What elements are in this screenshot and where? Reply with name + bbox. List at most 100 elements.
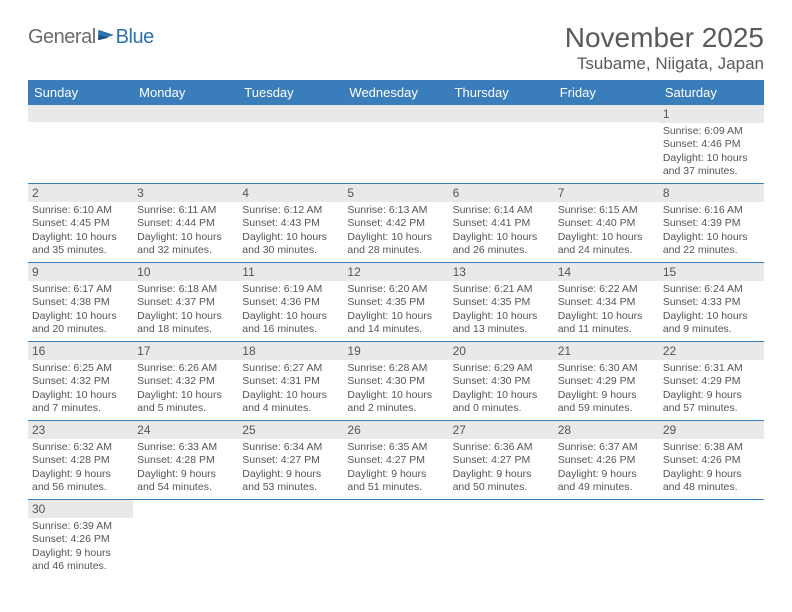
day-header: Friday: [554, 80, 659, 105]
logo: General Blue: [28, 26, 154, 49]
calendar-week-row: 30Sunrise: 6:39 AMSunset: 4:26 PMDayligh…: [28, 500, 764, 579]
day-number: 9: [28, 263, 133, 281]
day-details: Sunrise: 6:12 AMSunset: 4:43 PMDaylight:…: [238, 202, 343, 262]
day-number: 14: [554, 263, 659, 281]
day-details: Sunrise: 6:13 AMSunset: 4:42 PMDaylight:…: [343, 202, 448, 262]
day-details: Sunrise: 6:36 AMSunset: 4:27 PMDaylight:…: [449, 439, 554, 499]
calendar-cell: [659, 500, 764, 579]
calendar-cell: 2Sunrise: 6:10 AMSunset: 4:45 PMDaylight…: [28, 184, 133, 263]
daylight-text: Daylight: 10 hours and 22 minutes.: [663, 231, 760, 258]
sunrise-text: Sunrise: 6:36 AM: [453, 441, 550, 454]
sunset-text: Sunset: 4:28 PM: [137, 454, 234, 467]
empty-daynum: [238, 105, 343, 122]
day-number: 28: [554, 421, 659, 439]
calendar-cell: 23Sunrise: 6:32 AMSunset: 4:28 PMDayligh…: [28, 421, 133, 500]
daylight-text: Daylight: 9 hours and 49 minutes.: [558, 468, 655, 495]
sunset-text: Sunset: 4:32 PM: [32, 375, 129, 388]
sunset-text: Sunset: 4:32 PM: [137, 375, 234, 388]
day-details: Sunrise: 6:11 AMSunset: 4:44 PMDaylight:…: [133, 202, 238, 262]
day-number: 16: [28, 342, 133, 360]
day-details: Sunrise: 6:27 AMSunset: 4:31 PMDaylight:…: [238, 360, 343, 420]
calendar-header-row: Sunday Monday Tuesday Wednesday Thursday…: [28, 80, 764, 105]
day-number: 19: [343, 342, 448, 360]
daylight-text: Daylight: 9 hours and 50 minutes.: [453, 468, 550, 495]
day-header: Tuesday: [238, 80, 343, 105]
calendar-cell: 21Sunrise: 6:30 AMSunset: 4:29 PMDayligh…: [554, 342, 659, 421]
day-header: Monday: [133, 80, 238, 105]
calendar-cell: [238, 500, 343, 579]
calendar-week-row: 9Sunrise: 6:17 AMSunset: 4:38 PMDaylight…: [28, 263, 764, 342]
calendar-cell: 18Sunrise: 6:27 AMSunset: 4:31 PMDayligh…: [238, 342, 343, 421]
day-details: Sunrise: 6:35 AMSunset: 4:27 PMDaylight:…: [343, 439, 448, 499]
sunset-text: Sunset: 4:31 PM: [242, 375, 339, 388]
day-details: Sunrise: 6:21 AMSunset: 4:35 PMDaylight:…: [449, 281, 554, 341]
day-details: Sunrise: 6:22 AMSunset: 4:34 PMDaylight:…: [554, 281, 659, 341]
calendar-cell: [343, 500, 448, 579]
calendar-cell: 17Sunrise: 6:26 AMSunset: 4:32 PMDayligh…: [133, 342, 238, 421]
empty-daynum: [343, 105, 448, 122]
sunset-text: Sunset: 4:36 PM: [242, 296, 339, 309]
sunrise-text: Sunrise: 6:09 AM: [663, 125, 760, 138]
day-details: Sunrise: 6:16 AMSunset: 4:39 PMDaylight:…: [659, 202, 764, 262]
daylight-text: Daylight: 10 hours and 14 minutes.: [347, 310, 444, 337]
calendar-cell: 1Sunrise: 6:09 AMSunset: 4:46 PMDaylight…: [659, 105, 764, 184]
calendar-cell: 8Sunrise: 6:16 AMSunset: 4:39 PMDaylight…: [659, 184, 764, 263]
sunset-text: Sunset: 4:41 PM: [453, 217, 550, 230]
daylight-text: Daylight: 10 hours and 9 minutes.: [663, 310, 760, 337]
daylight-text: Daylight: 10 hours and 30 minutes.: [242, 231, 339, 258]
sunrise-text: Sunrise: 6:19 AM: [242, 283, 339, 296]
daylight-text: Daylight: 10 hours and 35 minutes.: [32, 231, 129, 258]
sunset-text: Sunset: 4:33 PM: [663, 296, 760, 309]
day-number: 11: [238, 263, 343, 281]
day-number: 18: [238, 342, 343, 360]
sunset-text: Sunset: 4:30 PM: [453, 375, 550, 388]
daylight-text: Daylight: 9 hours and 54 minutes.: [137, 468, 234, 495]
logo-text-blue: Blue: [116, 26, 154, 49]
calendar-cell: [238, 105, 343, 184]
day-number: 15: [659, 263, 764, 281]
day-details: Sunrise: 6:29 AMSunset: 4:30 PMDaylight:…: [449, 360, 554, 420]
empty-daynum: [554, 105, 659, 122]
calendar-table: Sunday Monday Tuesday Wednesday Thursday…: [28, 80, 764, 578]
day-header: Saturday: [659, 80, 764, 105]
sunset-text: Sunset: 4:27 PM: [453, 454, 550, 467]
calendar-cell: 4Sunrise: 6:12 AMSunset: 4:43 PMDaylight…: [238, 184, 343, 263]
daylight-text: Daylight: 10 hours and 13 minutes.: [453, 310, 550, 337]
calendar-cell: 19Sunrise: 6:28 AMSunset: 4:30 PMDayligh…: [343, 342, 448, 421]
sunrise-text: Sunrise: 6:38 AM: [663, 441, 760, 454]
sunrise-text: Sunrise: 6:14 AM: [453, 204, 550, 217]
day-details: Sunrise: 6:38 AMSunset: 4:26 PMDaylight:…: [659, 439, 764, 499]
calendar-cell: 12Sunrise: 6:20 AMSunset: 4:35 PMDayligh…: [343, 263, 448, 342]
sunset-text: Sunset: 4:39 PM: [663, 217, 760, 230]
day-number: 2: [28, 184, 133, 202]
daylight-text: Daylight: 10 hours and 37 minutes.: [663, 152, 760, 179]
daylight-text: Daylight: 10 hours and 11 minutes.: [558, 310, 655, 337]
sunrise-text: Sunrise: 6:12 AM: [242, 204, 339, 217]
calendar-cell: 9Sunrise: 6:17 AMSunset: 4:38 PMDaylight…: [28, 263, 133, 342]
day-details: Sunrise: 6:17 AMSunset: 4:38 PMDaylight:…: [28, 281, 133, 341]
sunrise-text: Sunrise: 6:15 AM: [558, 204, 655, 217]
calendar-page: General Blue November 2025 Tsubame, Niig…: [0, 0, 792, 588]
calendar-cell: 25Sunrise: 6:34 AMSunset: 4:27 PMDayligh…: [238, 421, 343, 500]
day-number: 30: [28, 500, 133, 518]
day-number: 29: [659, 421, 764, 439]
daylight-text: Daylight: 10 hours and 18 minutes.: [137, 310, 234, 337]
calendar-cell: 30Sunrise: 6:39 AMSunset: 4:26 PMDayligh…: [28, 500, 133, 579]
day-number: 26: [343, 421, 448, 439]
sunrise-text: Sunrise: 6:16 AM: [663, 204, 760, 217]
daylight-text: Daylight: 10 hours and 26 minutes.: [453, 231, 550, 258]
sunrise-text: Sunrise: 6:11 AM: [137, 204, 234, 217]
calendar-cell: [449, 105, 554, 184]
day-details: Sunrise: 6:26 AMSunset: 4:32 PMDaylight:…: [133, 360, 238, 420]
calendar-body: 1Sunrise: 6:09 AMSunset: 4:46 PMDaylight…: [28, 105, 764, 578]
sunset-text: Sunset: 4:42 PM: [347, 217, 444, 230]
day-number: 20: [449, 342, 554, 360]
calendar-cell: [343, 105, 448, 184]
sunrise-text: Sunrise: 6:17 AM: [32, 283, 129, 296]
sunset-text: Sunset: 4:44 PM: [137, 217, 234, 230]
day-details: Sunrise: 6:39 AMSunset: 4:26 PMDaylight:…: [28, 518, 133, 578]
sunset-text: Sunset: 4:29 PM: [558, 375, 655, 388]
sunset-text: Sunset: 4:35 PM: [347, 296, 444, 309]
calendar-cell: [554, 500, 659, 579]
sunset-text: Sunset: 4:27 PM: [347, 454, 444, 467]
